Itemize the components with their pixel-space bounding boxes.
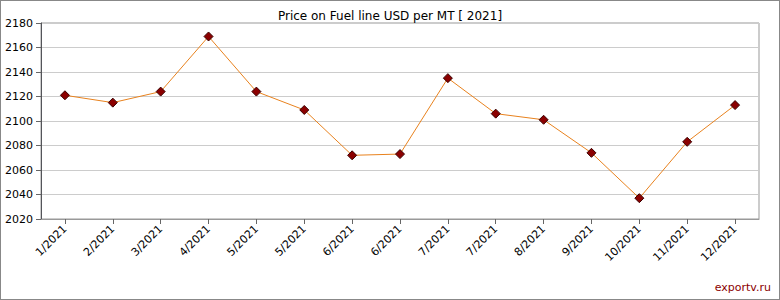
svg-text:6/2021: 6/2021 (368, 222, 405, 259)
svg-text:7/2021: 7/2021 (416, 222, 453, 259)
svg-text:2/2021: 2/2021 (81, 222, 118, 259)
svg-text:4/2021: 4/2021 (177, 222, 214, 259)
svg-text:11/2021: 11/2021 (650, 222, 691, 263)
svg-text:5/2021: 5/2021 (272, 222, 309, 259)
svg-text:2040: 2040 (5, 188, 33, 201)
svg-text:2160: 2160 (5, 41, 33, 54)
svg-text:2080: 2080 (5, 139, 33, 152)
svg-text:1/2021: 1/2021 (33, 222, 70, 259)
svg-text:exportv.ru: exportv.ru (715, 281, 771, 294)
svg-text:6/2021: 6/2021 (320, 222, 357, 259)
svg-text:2120: 2120 (5, 90, 33, 103)
svg-text:12/2021: 12/2021 (698, 222, 739, 263)
svg-text:5/2021: 5/2021 (224, 222, 261, 259)
svg-text:3/2021: 3/2021 (129, 222, 166, 259)
svg-text:2020: 2020 (5, 213, 33, 226)
svg-text:2180: 2180 (5, 17, 33, 30)
svg-text:2140: 2140 (5, 66, 33, 79)
svg-text:7/2021: 7/2021 (464, 222, 501, 259)
svg-text:10/2021: 10/2021 (602, 222, 643, 263)
svg-text:2060: 2060 (5, 164, 33, 177)
svg-text:9/2021: 9/2021 (560, 222, 597, 259)
svg-text:2100: 2100 (5, 115, 33, 128)
svg-text:8/2021: 8/2021 (512, 222, 549, 259)
svg-text:Price on Fuel line USD per MT: Price on Fuel line USD per MT [ 2021] (278, 9, 502, 23)
